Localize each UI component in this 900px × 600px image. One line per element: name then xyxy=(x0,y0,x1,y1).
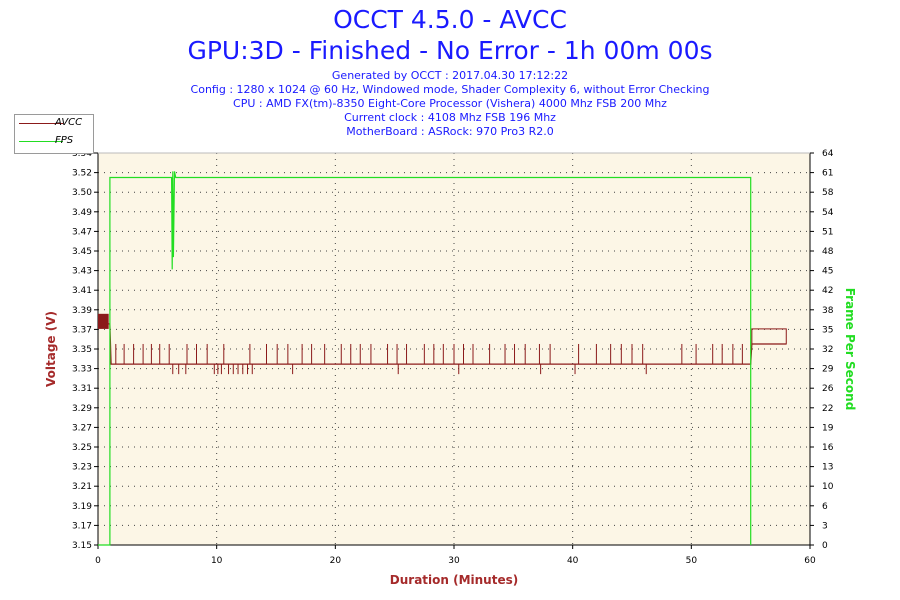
x-tick-label: 10 xyxy=(211,556,223,566)
info-config: Config : 1280 x 1024 @ 60 Hz, Windowed m… xyxy=(190,83,710,96)
y2-tick-label: 54 xyxy=(822,208,834,218)
y-tick-label: 3.39 xyxy=(72,306,92,316)
series-avcc-block-start xyxy=(98,313,109,329)
chart-subtitle: GPU:3D - Finished - No Error - 1h 00m 00… xyxy=(187,36,713,65)
y-tick-label: 3.31 xyxy=(72,384,92,394)
info-cpu: CPU : AMD FX(tm)-8350 Eight-Core Process… xyxy=(233,97,667,110)
y-tick-label: 3.19 xyxy=(72,502,92,512)
y-tick-label: 3.25 xyxy=(72,443,92,453)
y2-tick-label: 6 xyxy=(822,502,828,512)
legend-swatch-avcc xyxy=(19,123,63,124)
y2-tick-label: 32 xyxy=(822,345,833,355)
y-tick-label: 3.23 xyxy=(72,463,92,473)
y2-tick-label: 48 xyxy=(822,247,834,257)
y-tick-label: 3.50 xyxy=(72,188,92,198)
info-generated: Generated by OCCT : 2017.04.30 17:12:22 xyxy=(331,69,569,82)
y-tick-label: 3.41 xyxy=(72,286,92,296)
y2-tick-label: 13 xyxy=(822,463,833,473)
y2-tick-label: 35 xyxy=(822,325,833,335)
legend: AVCC FPS xyxy=(14,114,94,154)
y2-tick-label: 16 xyxy=(822,443,834,453)
y2-tick-label: 51 xyxy=(822,227,833,237)
x-tick-label: 50 xyxy=(686,556,698,566)
info-clock: Current clock : 4108 Mhz FSB 196 Mhz xyxy=(344,111,556,124)
y2-tick-label: 22 xyxy=(822,404,833,414)
y-tick-label: 3.49 xyxy=(72,208,92,218)
y-tick-label: 3.45 xyxy=(72,247,92,257)
x-tick-label: 30 xyxy=(448,556,460,566)
x-tick-label: 40 xyxy=(567,556,579,566)
y-tick-label: 3.33 xyxy=(72,365,92,375)
x-axis-label: Duration (Minutes) xyxy=(390,573,518,587)
y2-tick-label: 19 xyxy=(822,423,834,433)
x-tick-label: 60 xyxy=(804,556,816,566)
y2-tick-label: 61 xyxy=(822,169,833,179)
y-tick-label: 3.27 xyxy=(72,423,92,433)
y-tick-label: 3.21 xyxy=(72,482,92,492)
y-tick-label: 3.54 xyxy=(72,149,92,159)
y-tick-label: 3.47 xyxy=(72,227,92,237)
y2-tick-label: 10 xyxy=(822,482,834,492)
legend-item-avcc: AVCC xyxy=(15,115,93,133)
info-motherboard: MotherBoard : ASRock: 970 Pro3 R2.0 xyxy=(346,125,554,138)
y-tick-label: 3.15 xyxy=(72,541,92,551)
chart-title: OCCT 4.5.0 - AVCC xyxy=(333,5,567,34)
legend-item-fps: FPS xyxy=(15,133,93,151)
y2-tick-label: 45 xyxy=(822,267,833,277)
y-tick-label: 3.52 xyxy=(72,169,92,179)
legend-label-fps: FPS xyxy=(55,135,74,146)
y-tick-label: 3.37 xyxy=(72,325,92,335)
y2-axis-label: Frame Per Second xyxy=(843,288,857,411)
y2-tick-label: 42 xyxy=(822,286,833,296)
y-tick-label: 3.17 xyxy=(72,521,92,531)
y2-tick-label: 29 xyxy=(822,365,834,375)
y-tick-label: 3.35 xyxy=(72,345,92,355)
y2-tick-label: 26 xyxy=(822,384,834,394)
legend-label-avcc: AVCC xyxy=(55,117,83,128)
y2-tick-label: 58 xyxy=(822,188,834,198)
y2-tick-label: 38 xyxy=(822,306,834,316)
y2-tick-label: 64 xyxy=(822,149,834,159)
series-avcc-block-end xyxy=(751,328,787,345)
x-tick-label: 0 xyxy=(95,556,101,566)
x-tick-label: 20 xyxy=(330,556,342,566)
y2-tick-label: 3 xyxy=(822,521,828,531)
series-fps-line xyxy=(98,171,752,546)
y2-tick-label: 0 xyxy=(822,541,828,551)
legend-swatch-fps xyxy=(19,141,63,142)
y-tick-label: 3.29 xyxy=(72,404,92,414)
y-tick-label: 3.43 xyxy=(72,267,92,277)
y-axis-label: Voltage (V) xyxy=(44,311,58,387)
